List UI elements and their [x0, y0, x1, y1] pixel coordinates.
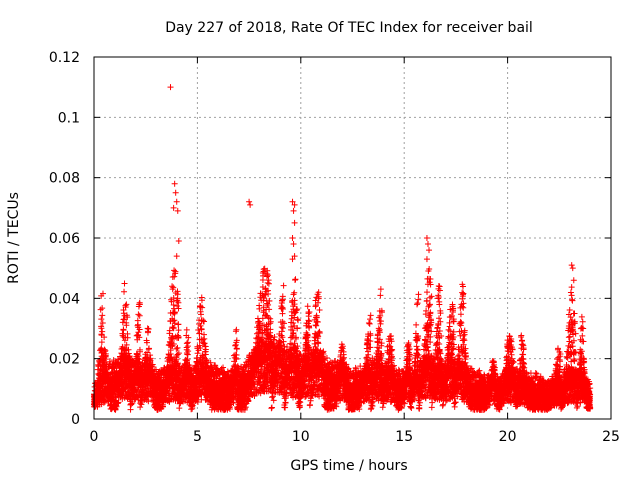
- roti-point: [136, 326, 143, 333]
- roti-point: [115, 399, 122, 406]
- roti-point: [136, 312, 143, 319]
- roti-point: [122, 302, 129, 309]
- roti-point: [123, 301, 130, 308]
- roti-point: [101, 334, 108, 341]
- roti-point: [123, 341, 130, 348]
- roti-point: [121, 351, 128, 358]
- roti-point: [124, 334, 131, 341]
- roti-point: [124, 314, 131, 321]
- roti-point: [126, 353, 133, 360]
- roti-point: [98, 339, 105, 346]
- roti-point: [98, 325, 105, 332]
- roti-point: [99, 320, 106, 327]
- roti-point: [136, 334, 143, 341]
- roti-point: [121, 288, 128, 295]
- roti-point: [119, 319, 126, 326]
- roti-point: [128, 401, 135, 408]
- roti-point: [102, 356, 109, 363]
- roti-point: [135, 353, 142, 360]
- roti-point: [97, 306, 104, 313]
- roti-point: [135, 311, 142, 318]
- roti-point: [120, 310, 127, 317]
- roti-point: [121, 280, 128, 287]
- roti-point: [114, 400, 121, 407]
- roti-point: [99, 312, 106, 319]
- roti-point: [100, 399, 107, 406]
- roti-point: [136, 356, 143, 363]
- roti-point: [98, 316, 105, 323]
- roti-point: [120, 327, 127, 334]
- roti-point: [99, 305, 106, 312]
- roti-point: [123, 319, 130, 326]
- data-points: [91, 84, 594, 413]
- grid-lines: [94, 57, 611, 419]
- roti-point: [99, 290, 106, 297]
- roti-point: [102, 350, 109, 357]
- roti-point: [125, 350, 132, 357]
- roti-point: [127, 406, 134, 413]
- roti-point: [135, 329, 142, 336]
- roti-point: [129, 400, 136, 407]
- roti-point: [113, 403, 120, 410]
- roti-point: [99, 328, 106, 335]
